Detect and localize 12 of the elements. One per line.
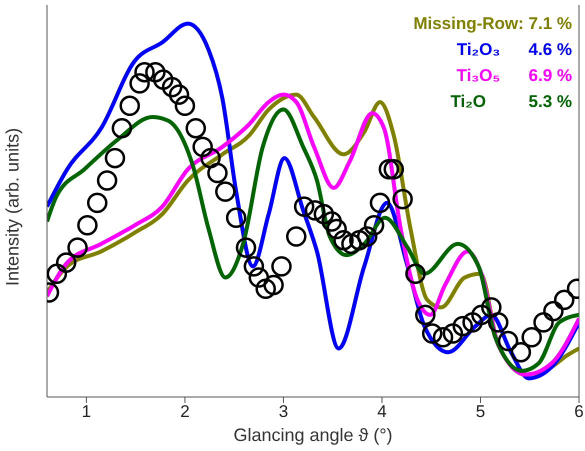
- x-tick-label: 6: [574, 402, 584, 422]
- text: Ti₂O₃ 4.6 %: [456, 39, 572, 61]
- x-tick-label: 2: [180, 402, 190, 422]
- text: Ti₃O₅ 6.9 %: [456, 65, 572, 87]
- x-tick-label: 1: [82, 402, 92, 422]
- text: Ti₂O 5.3 %: [449, 91, 572, 113]
- text: Missing-Row: 7.1 %: [413, 13, 572, 35]
- x-tick-label: 5: [476, 402, 486, 422]
- y-axis-title: Intensity (arb. units): [2, 128, 22, 286]
- x-tick-label: 3: [278, 402, 288, 422]
- x-axis-title: Glancing angle ϑ (°): [233, 425, 393, 445]
- x-tick-label: 4: [377, 402, 387, 422]
